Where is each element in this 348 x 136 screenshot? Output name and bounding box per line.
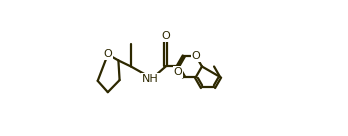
Text: O: O xyxy=(191,51,200,61)
Text: NH: NH xyxy=(142,74,159,84)
Text: O: O xyxy=(173,67,182,77)
Text: O: O xyxy=(161,31,170,41)
Text: O: O xyxy=(103,49,112,59)
